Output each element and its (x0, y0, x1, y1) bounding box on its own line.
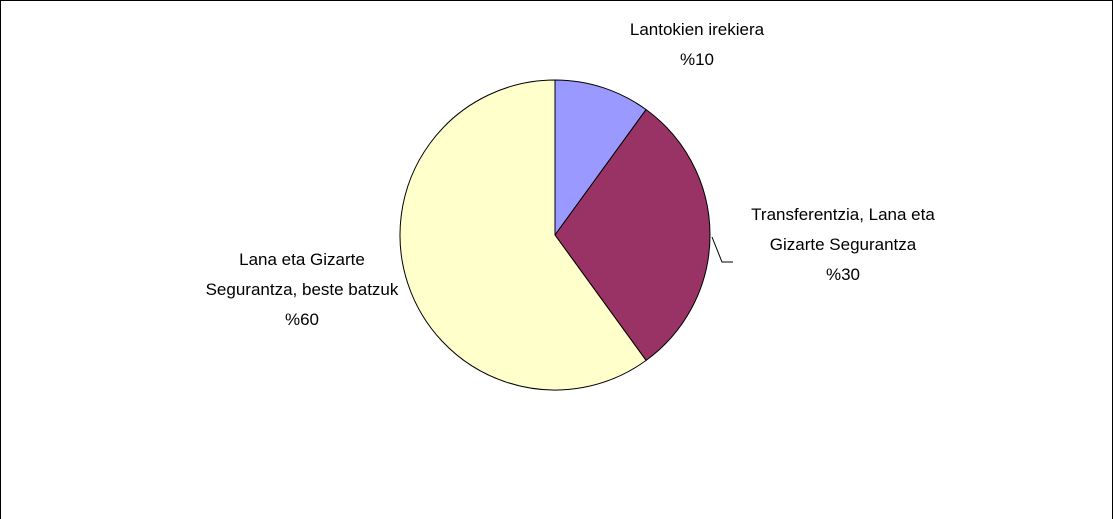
pie-slice (554, 79, 647, 237)
pie-slice (399, 79, 647, 391)
pie-slice (554, 108, 711, 362)
leader-line (711, 236, 733, 263)
value-label: %60 (284, 310, 320, 329)
value-label: %30 (825, 265, 861, 284)
category-label: Transferentzia, Lana eta Gizarte Seguran… (751, 205, 935, 254)
category-label: Lana eta Gizarte Segurantza, beste batzu… (205, 250, 399, 299)
slice-label: Lantokien irekiera %10 (587, 15, 807, 75)
slice-label: Lana eta Gizarte Segurantza, beste batzu… (192, 245, 412, 335)
value-label: %10 (679, 50, 715, 69)
category-label: Lantokien irekiera (629, 20, 765, 39)
slice-label: Transferentzia, Lana eta Gizarte Seguran… (723, 200, 963, 290)
